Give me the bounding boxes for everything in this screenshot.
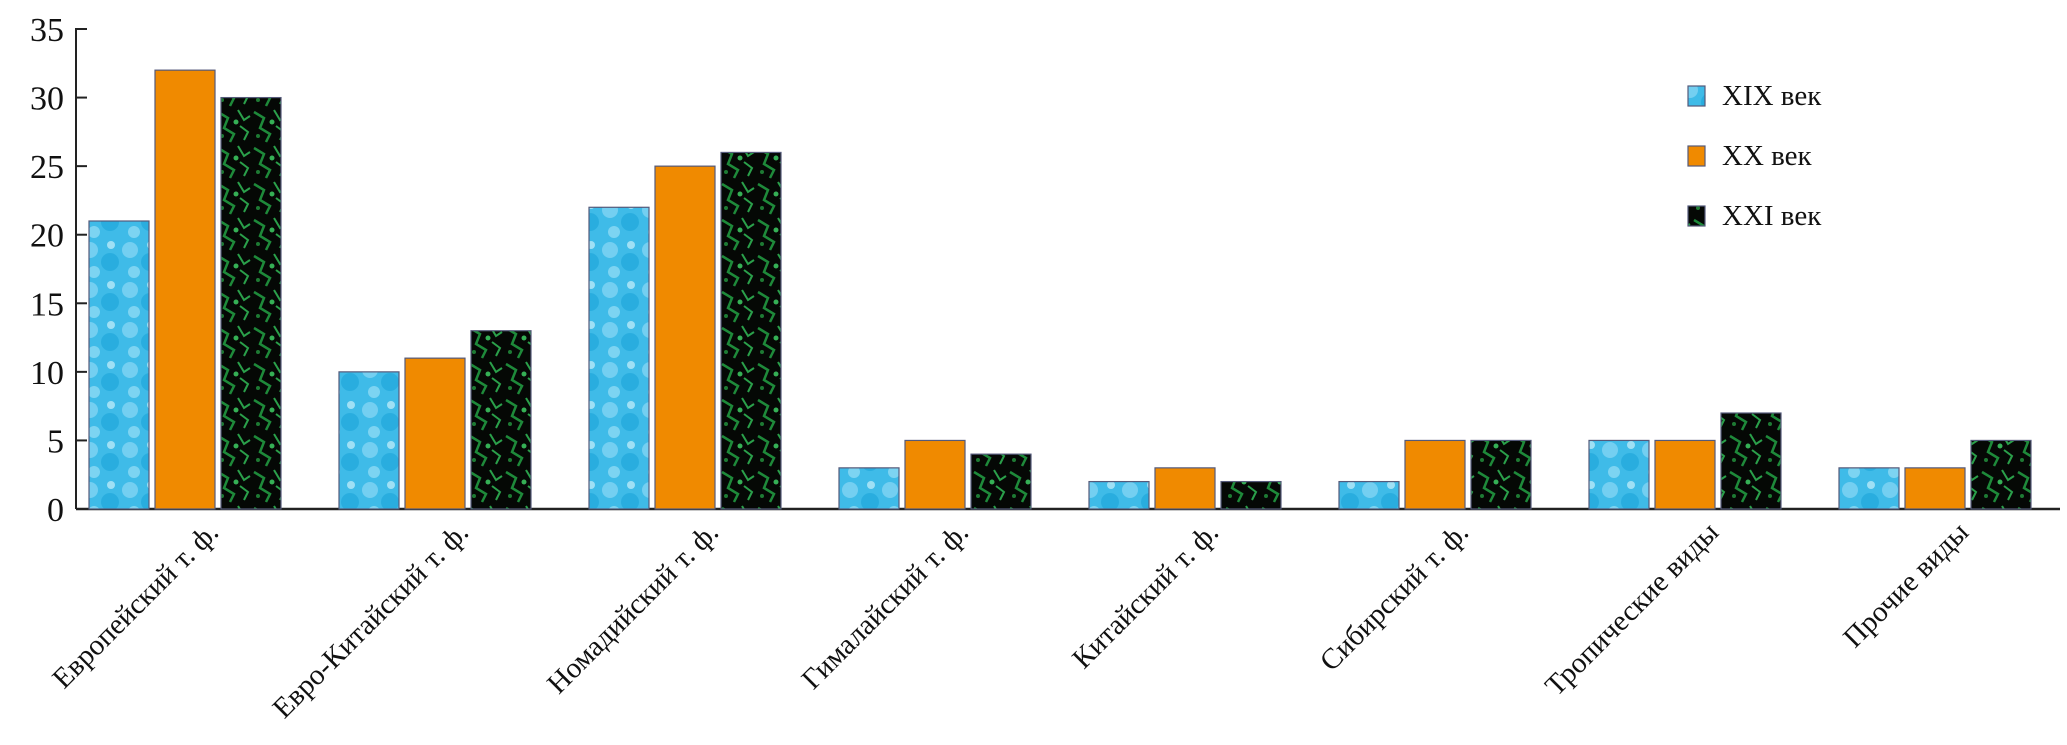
y-tick-label: 20 [30,218,64,255]
legend-label-2: XX век [1722,140,1813,172]
legend-swatch-2 [1687,145,1706,167]
legend-label-1: XIX век [1722,80,1822,112]
y-tick-label: 15 [30,286,64,323]
y-tick-label: 30 [30,81,64,118]
x-tick-labels: Европейский т. ф. Евро-Китайский т. ф. Ном… [46,516,1975,724]
legend-label-3: XXI век [1722,200,1822,232]
y-tick-label: 10 [30,355,64,392]
bar-1-2 [338,371,400,510]
bar-1-4 [838,467,900,510]
bar-2-4 [904,439,966,510]
bar-3-6 [1470,439,1532,510]
y-tick-label: 0 [47,492,64,529]
bar-3-4 [970,453,1032,510]
bar-3-7 [1720,412,1782,510]
bar-2-7 [1654,439,1716,510]
x-tick-label: Сибирский т. ф. [1314,516,1475,677]
legend-swatch-1 [1687,85,1706,107]
bar-2-2 [404,357,466,510]
bar-2-8 [1904,467,1966,510]
bars [88,69,2032,510]
legend: XIX век XX век XXI век [1687,80,1822,232]
bar-2-5 [1154,467,1216,510]
bar-1-7 [1588,439,1650,510]
bar-1-5 [1088,480,1150,510]
bar-3-1 [220,96,282,510]
bar-3-3 [720,151,782,510]
bar-2-1 [154,69,216,510]
bar-1-6 [1338,480,1400,510]
bar-1-3 [588,206,650,510]
x-tick-label: Евро-Китайский т. ф. [267,516,475,724]
legend-swatch-3 [1687,205,1706,227]
bar-2-3 [654,165,716,510]
x-tick-label: Прочие виды [1837,516,1975,654]
bar-1-8 [1838,467,1900,510]
x-tick-label: Тропические виды [1539,516,1725,702]
x-tick-label: Европейский т. ф. [46,516,225,695]
x-tick-label: Гималайский т. ф. [796,516,975,695]
bar-3-2 [470,330,532,510]
y-tick-label: 5 [47,423,64,460]
bar-3-8 [1970,439,2032,510]
x-tick-label: Номадийский т. ф. [541,516,725,700]
bar-2-6 [1404,439,1466,510]
y-tick-label: 35 [30,12,64,49]
bar-1-1 [88,220,150,510]
y-tick-label: 25 [30,149,64,186]
bar-3-5 [1220,480,1282,510]
x-tick-label: Китайский т. ф. [1066,516,1225,675]
